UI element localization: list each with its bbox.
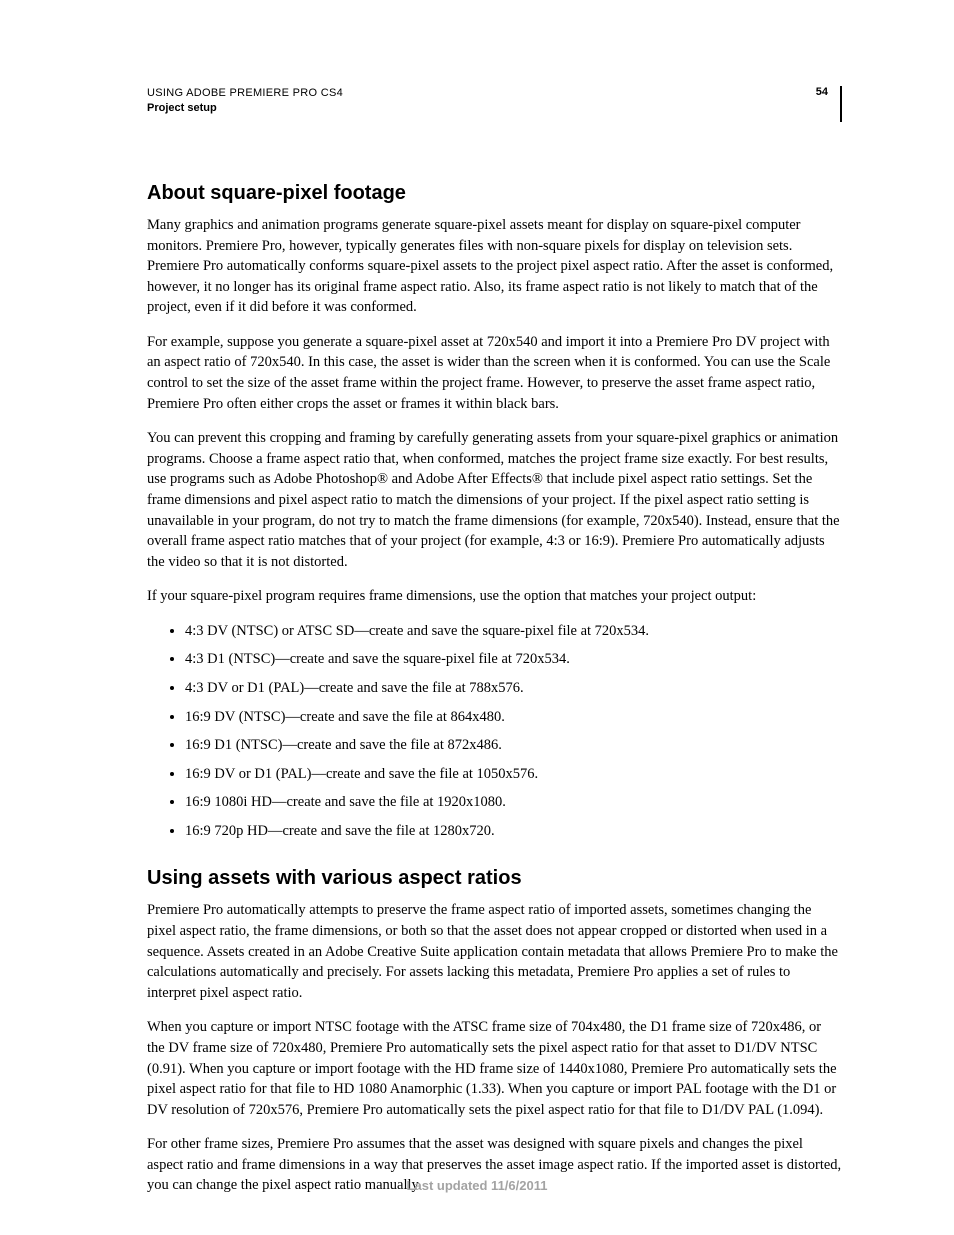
page: USING ADOBE PREMIERE PRO CS4 Project set… xyxy=(0,0,954,1235)
body-paragraph: Many graphics and animation programs gen… xyxy=(147,215,842,318)
footer-text: Last updated 11/6/2011 xyxy=(407,1178,548,1193)
page-header: USING ADOBE PREMIERE PRO CS4 Project set… xyxy=(147,86,842,122)
doc-title: USING ADOBE PREMIERE PRO CS4 xyxy=(147,86,343,101)
list-item: 16:9 DV (NTSC)—create and save the file … xyxy=(185,707,842,728)
body-paragraph: If your square-pixel program requires fr… xyxy=(147,586,842,607)
list-item: 16:9 DV or D1 (PAL)—create and save the … xyxy=(185,764,842,785)
header-left: USING ADOBE PREMIERE PRO CS4 Project set… xyxy=(147,86,343,117)
page-number: 54 xyxy=(816,86,836,98)
body-paragraph: When you capture or import NTSC footage … xyxy=(147,1017,842,1120)
body-paragraph: For example, suppose you generate a squa… xyxy=(147,332,842,414)
bullet-list: 4:3 DV (NTSC) or ATSC SD—create and save… xyxy=(147,621,842,842)
list-item: 4:3 DV (NTSC) or ATSC SD—create and save… xyxy=(185,621,842,642)
list-item: 4:3 DV or D1 (PAL)—create and save the f… xyxy=(185,678,842,699)
list-item: 16:9 D1 (NTSC)—create and save the file … xyxy=(185,735,842,756)
section-name: Project setup xyxy=(147,101,343,116)
body-paragraph: You can prevent this cropping and framin… xyxy=(147,428,842,572)
header-rule xyxy=(840,86,842,122)
section-heading-2: Using assets with various aspect ratios xyxy=(147,867,842,890)
header-right: 54 xyxy=(816,86,842,122)
body-paragraph: Premiere Pro automatically attempts to p… xyxy=(147,900,842,1003)
list-item: 16:9 720p HD—create and save the file at… xyxy=(185,821,842,842)
footer: Last updated 11/6/2011 xyxy=(0,1178,954,1193)
list-item: 4:3 D1 (NTSC)—create and save the square… xyxy=(185,649,842,670)
section-heading-1: About square-pixel footage xyxy=(147,182,842,205)
list-item: 16:9 1080i HD—create and save the file a… xyxy=(185,792,842,813)
